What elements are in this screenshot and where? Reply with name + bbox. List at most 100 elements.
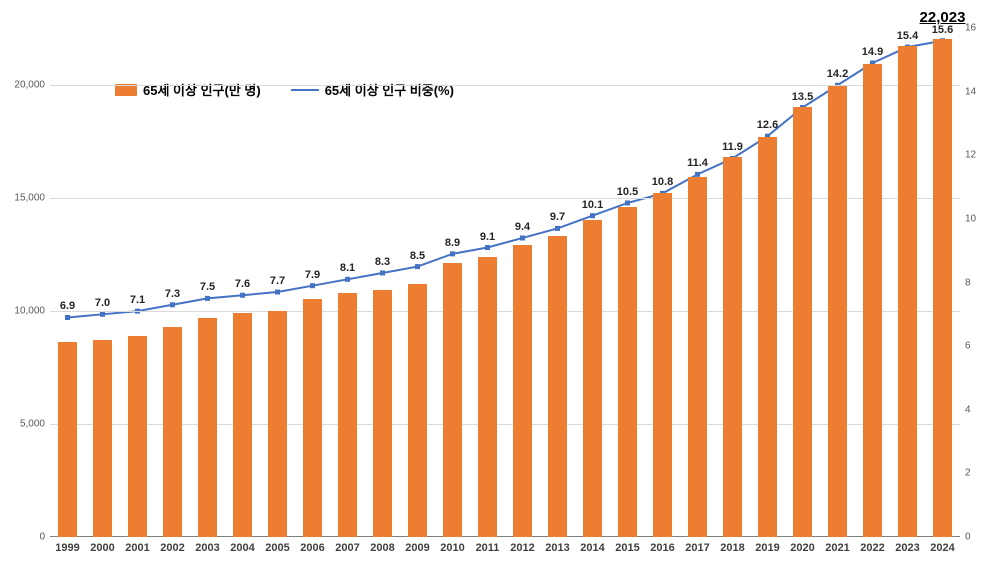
bar (933, 39, 952, 537)
line-data-label: 8.3 (375, 256, 390, 271)
line-marker (345, 277, 350, 282)
bar (443, 263, 462, 537)
line-data-label: 10.5 (617, 186, 638, 201)
line-data-label: 8.5 (410, 250, 425, 265)
x-tick-label: 2017 (685, 537, 709, 554)
bar (233, 313, 252, 537)
bar (93, 340, 112, 537)
bar (618, 207, 637, 537)
line-marker (555, 226, 560, 231)
bar (793, 107, 812, 537)
line-marker (380, 270, 385, 275)
line-data-label: 11.9 (722, 141, 743, 156)
bar (898, 46, 917, 537)
y-right-tick-label: 14 (960, 86, 976, 97)
x-tick-label: 2018 (720, 537, 744, 554)
line-data-label: 14.2 (827, 68, 848, 83)
bar (198, 318, 217, 537)
bar (268, 311, 287, 537)
line-data-label: 8.1 (340, 262, 355, 277)
line-marker (170, 302, 175, 307)
line-marker (310, 283, 315, 288)
x-tick-label: 2012 (510, 537, 534, 554)
line-data-label: 6.9 (60, 300, 75, 315)
line-marker (590, 213, 595, 218)
bar (583, 220, 602, 537)
line-data-label: 10.8 (652, 176, 673, 191)
bar (863, 64, 882, 537)
line-marker (695, 172, 700, 177)
x-tick-label: 2011 (476, 537, 500, 554)
bar (373, 290, 392, 537)
bar (758, 137, 777, 537)
bar (688, 177, 707, 537)
x-tick-label: 2023 (895, 537, 919, 554)
y-right-tick-label: 12 (960, 150, 976, 161)
line-marker (240, 293, 245, 298)
line-series-svg (50, 28, 960, 537)
x-tick-label: 2000 (90, 537, 114, 554)
x-tick-label: 2001 (125, 537, 149, 554)
line-data-label: 7.5 (200, 281, 215, 296)
line-marker (625, 200, 630, 205)
line-data-label: 7.6 (235, 278, 250, 293)
x-tick-label: 1999 (55, 537, 79, 554)
line-data-label: 7.1 (130, 294, 145, 309)
x-tick-label: 2009 (405, 537, 429, 554)
line-data-label: 7.0 (95, 297, 110, 312)
line-marker (520, 235, 525, 240)
gridline-h (50, 311, 960, 312)
line-marker (65, 315, 70, 320)
chart-container: 65세 이상 인구(만 명) 65세 이상 인구 비중(%) 05,00010,… (0, 0, 1000, 567)
x-tick-label: 2019 (755, 537, 779, 554)
y-right-tick-label: 10 (960, 213, 976, 224)
bar (303, 299, 322, 537)
line-data-label: 14.9 (862, 46, 883, 61)
x-tick-label: 2022 (860, 537, 884, 554)
bar (338, 293, 357, 537)
gridline-h (50, 424, 960, 425)
line-marker (415, 264, 420, 269)
line-data-label: 9.4 (515, 221, 530, 236)
bar (58, 342, 77, 537)
y-right-tick-label: 8 (960, 277, 971, 288)
line-data-label: 8.9 (445, 237, 460, 252)
line-data-label: 15.4 (897, 30, 918, 45)
y-right-tick-label: 2 (960, 468, 971, 479)
line-data-label: 7.7 (270, 275, 285, 290)
line-marker (450, 251, 455, 256)
x-tick-label: 2005 (265, 537, 289, 554)
line-data-label: 11.4 (687, 157, 708, 172)
line-data-label: 13.5 (792, 91, 813, 106)
x-tick-label: 2013 (545, 537, 569, 554)
x-tick-label: 2006 (300, 537, 324, 554)
y-right-tick-label: 4 (960, 404, 971, 415)
x-tick-label: 2015 (615, 537, 639, 554)
x-tick-label: 2003 (195, 537, 219, 554)
x-tick-label: 2004 (230, 537, 254, 554)
x-tick-label: 2014 (580, 537, 604, 554)
x-tick-label: 2002 (160, 537, 184, 554)
x-tick-label: 2007 (335, 537, 359, 554)
bar (828, 86, 847, 537)
plot-area: 05,00010,00015,00020,0000246810121416199… (50, 28, 960, 537)
line-marker (205, 296, 210, 301)
bar (408, 284, 427, 537)
gridline-h (50, 198, 960, 199)
bar (653, 193, 672, 537)
y-left-tick-label: 0 (39, 532, 50, 543)
line-data-label: 9.7 (550, 211, 565, 226)
line-data-label: 12.6 (757, 119, 778, 134)
x-tick-label: 2024 (930, 537, 954, 554)
y-left-tick-label: 10,000 (14, 305, 50, 316)
line-marker (485, 245, 490, 250)
line-data-label: 7.3 (165, 288, 180, 303)
bar (548, 236, 567, 537)
bar-annotation: 22,023 (920, 9, 966, 26)
y-left-tick-label: 20,000 (14, 79, 50, 90)
line-marker (275, 290, 280, 295)
y-right-tick-label: 6 (960, 341, 971, 352)
bar (163, 327, 182, 537)
y-right-tick-label: 0 (960, 532, 971, 543)
line-data-label: 9.1 (480, 231, 495, 246)
